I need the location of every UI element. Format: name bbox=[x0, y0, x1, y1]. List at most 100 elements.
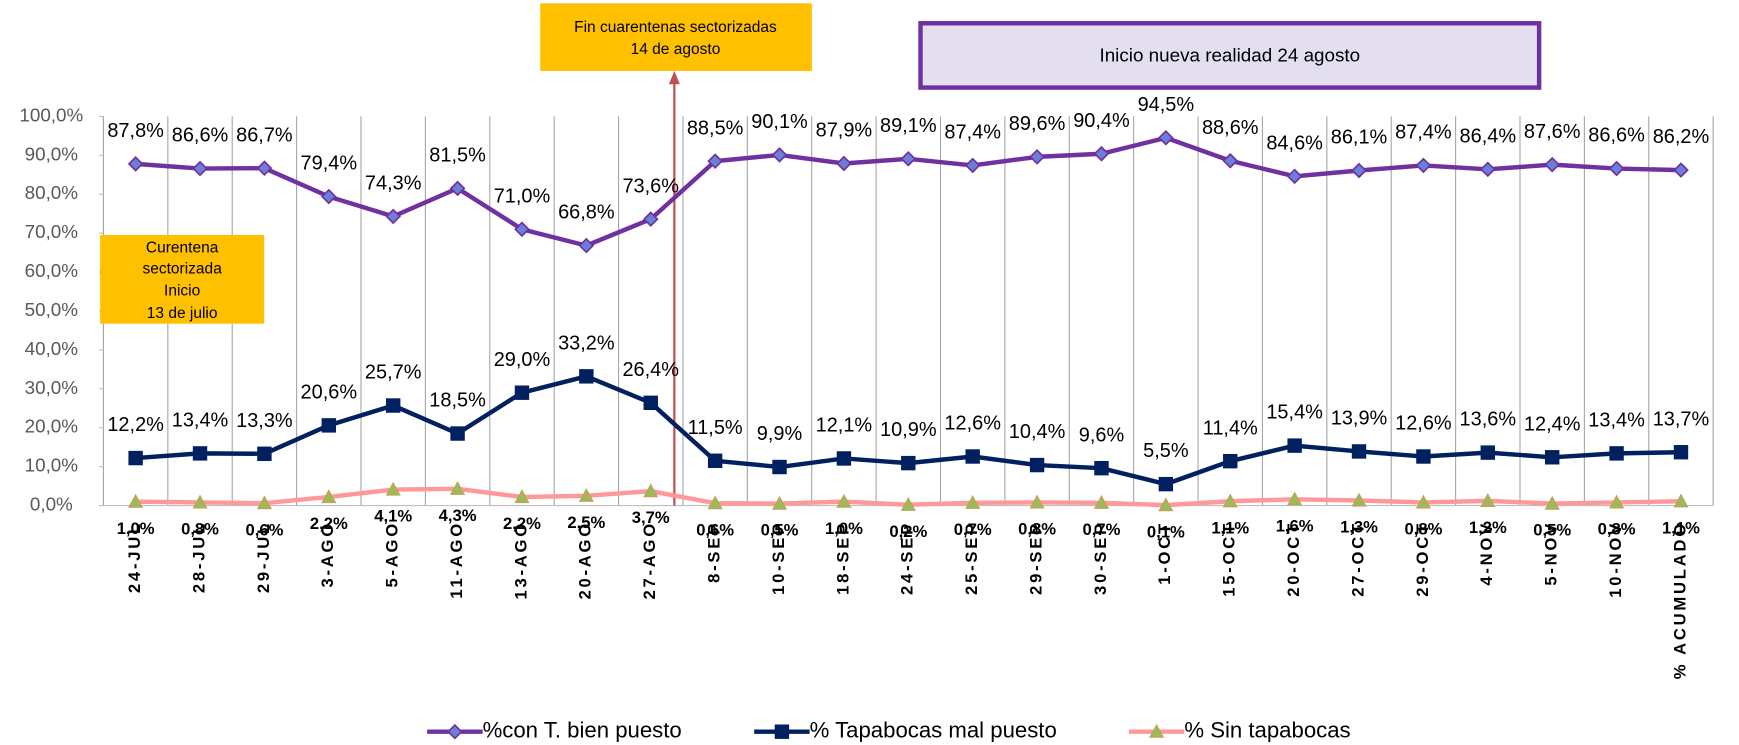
value-label: 2,2% bbox=[503, 514, 541, 533]
point bbox=[514, 489, 530, 504]
point bbox=[128, 493, 144, 508]
x-tick-label: 11-AGO bbox=[447, 521, 466, 599]
point bbox=[1544, 156, 1561, 173]
point bbox=[965, 449, 980, 464]
point bbox=[320, 188, 337, 205]
value-label: 10,4% bbox=[1009, 421, 1066, 443]
point bbox=[1673, 162, 1689, 178]
value-label: 87,4% bbox=[1395, 122, 1452, 144]
point bbox=[1480, 493, 1496, 507]
value-label: 90,4% bbox=[1073, 110, 1130, 132]
point bbox=[1222, 152, 1239, 169]
x-tick-label: 29-SEP bbox=[1026, 521, 1045, 595]
point bbox=[1608, 494, 1625, 509]
point bbox=[578, 487, 594, 502]
x-tick-label: 18-SEP bbox=[833, 521, 852, 595]
point bbox=[1673, 493, 1689, 508]
value-label: 12,6% bbox=[944, 413, 1001, 435]
y-tick-label: 0,0% bbox=[30, 494, 73, 515]
y-tick-label: 90,0% bbox=[25, 143, 79, 164]
value-label: 13,4% bbox=[1588, 410, 1645, 432]
x-tick-label: 24-SEP bbox=[898, 521, 917, 595]
value-label: 18,5% bbox=[429, 390, 486, 412]
y-tick-label: 20,0% bbox=[25, 416, 79, 437]
value-label: 0,8% bbox=[1404, 520, 1442, 539]
point bbox=[257, 446, 272, 461]
point bbox=[1286, 168, 1303, 185]
value-label: 66,8% bbox=[558, 202, 615, 224]
value-label: 71,0% bbox=[494, 185, 551, 207]
point bbox=[643, 395, 658, 411]
point bbox=[128, 450, 143, 466]
x-tick-label: 5-AGO bbox=[383, 521, 402, 587]
point bbox=[1416, 449, 1431, 464]
value-label: 15,4% bbox=[1266, 402, 1323, 424]
point bbox=[771, 147, 788, 163]
value-label: 1,1% bbox=[1211, 518, 1249, 537]
x-tick-label: 4-NOV bbox=[1477, 521, 1496, 586]
annotation-box bbox=[100, 235, 265, 324]
value-label: 0,8% bbox=[1598, 520, 1636, 539]
value-label: 0,7% bbox=[1083, 520, 1121, 539]
value-label: 0,7% bbox=[954, 520, 992, 539]
value-label: 13,9% bbox=[1331, 408, 1388, 430]
annotation-box bbox=[540, 3, 812, 71]
value-label: 0,6% bbox=[696, 520, 734, 539]
value-label: 2,5% bbox=[567, 513, 605, 532]
value-label: 4,3% bbox=[439, 506, 477, 525]
value-label: 0,2% bbox=[889, 522, 927, 541]
point bbox=[771, 495, 788, 510]
annotation: Inicio bbox=[164, 283, 200, 300]
value-label: 0,8% bbox=[181, 520, 219, 539]
value-label: 81,5% bbox=[429, 145, 486, 167]
x-tick-label: 5-NOV bbox=[1542, 521, 1561, 586]
point bbox=[707, 153, 723, 169]
x-tick-label: 24-JUL bbox=[125, 521, 144, 593]
value-label: 5,5% bbox=[1143, 440, 1189, 462]
value-label: 33,2% bbox=[558, 332, 615, 354]
point bbox=[1158, 497, 1174, 512]
point bbox=[900, 150, 917, 167]
value-label: 86,4% bbox=[1460, 125, 1517, 147]
point bbox=[901, 455, 916, 471]
value-label: 0,8% bbox=[1018, 520, 1056, 539]
legend-marker bbox=[1149, 723, 1165, 738]
value-label: 73,6% bbox=[622, 175, 679, 197]
value-label: 13,6% bbox=[1460, 409, 1517, 431]
value-label: 26,4% bbox=[622, 359, 679, 381]
annotation: Curentena bbox=[146, 239, 219, 256]
value-label: 86,2% bbox=[1653, 126, 1710, 148]
x-tick-label: 3-AGO bbox=[318, 521, 337, 587]
value-label: 10,9% bbox=[880, 419, 937, 441]
y-tick-label: 60,0% bbox=[25, 260, 79, 281]
value-label: 9,6% bbox=[1079, 424, 1125, 446]
x-tick-label: 29-OCT bbox=[1413, 521, 1432, 597]
point bbox=[449, 180, 466, 197]
x-tick-label: % ACUMULADO bbox=[1670, 521, 1689, 679]
value-label: 4,1% bbox=[374, 507, 412, 526]
legend-label: % Tapabocas mal puesto bbox=[810, 718, 1057, 743]
value-label: 87,9% bbox=[816, 120, 873, 142]
y-tick-label: 10,0% bbox=[25, 455, 79, 476]
x-tick-label: 10-SEP bbox=[769, 521, 788, 595]
value-label: 88,5% bbox=[687, 117, 744, 139]
value-label: 9,9% bbox=[757, 423, 803, 445]
x-tick-label: 27-OCT bbox=[1348, 521, 1367, 597]
value-label: 0,6% bbox=[245, 520, 283, 539]
point bbox=[192, 494, 208, 509]
value-label: 2,2% bbox=[310, 514, 348, 533]
point bbox=[1351, 492, 1367, 507]
point bbox=[450, 426, 465, 441]
value-label: 1,0% bbox=[825, 519, 863, 538]
x-tick-label: 30-SEP bbox=[1091, 521, 1110, 595]
value-label: 3,7% bbox=[632, 508, 670, 527]
value-label: 12,6% bbox=[1395, 413, 1452, 435]
point bbox=[256, 495, 272, 510]
point bbox=[900, 496, 916, 511]
value-label: 84,6% bbox=[1266, 132, 1323, 154]
point bbox=[385, 398, 401, 413]
value-label: 12,4% bbox=[1524, 413, 1581, 435]
value-label: 11,5% bbox=[688, 417, 743, 439]
